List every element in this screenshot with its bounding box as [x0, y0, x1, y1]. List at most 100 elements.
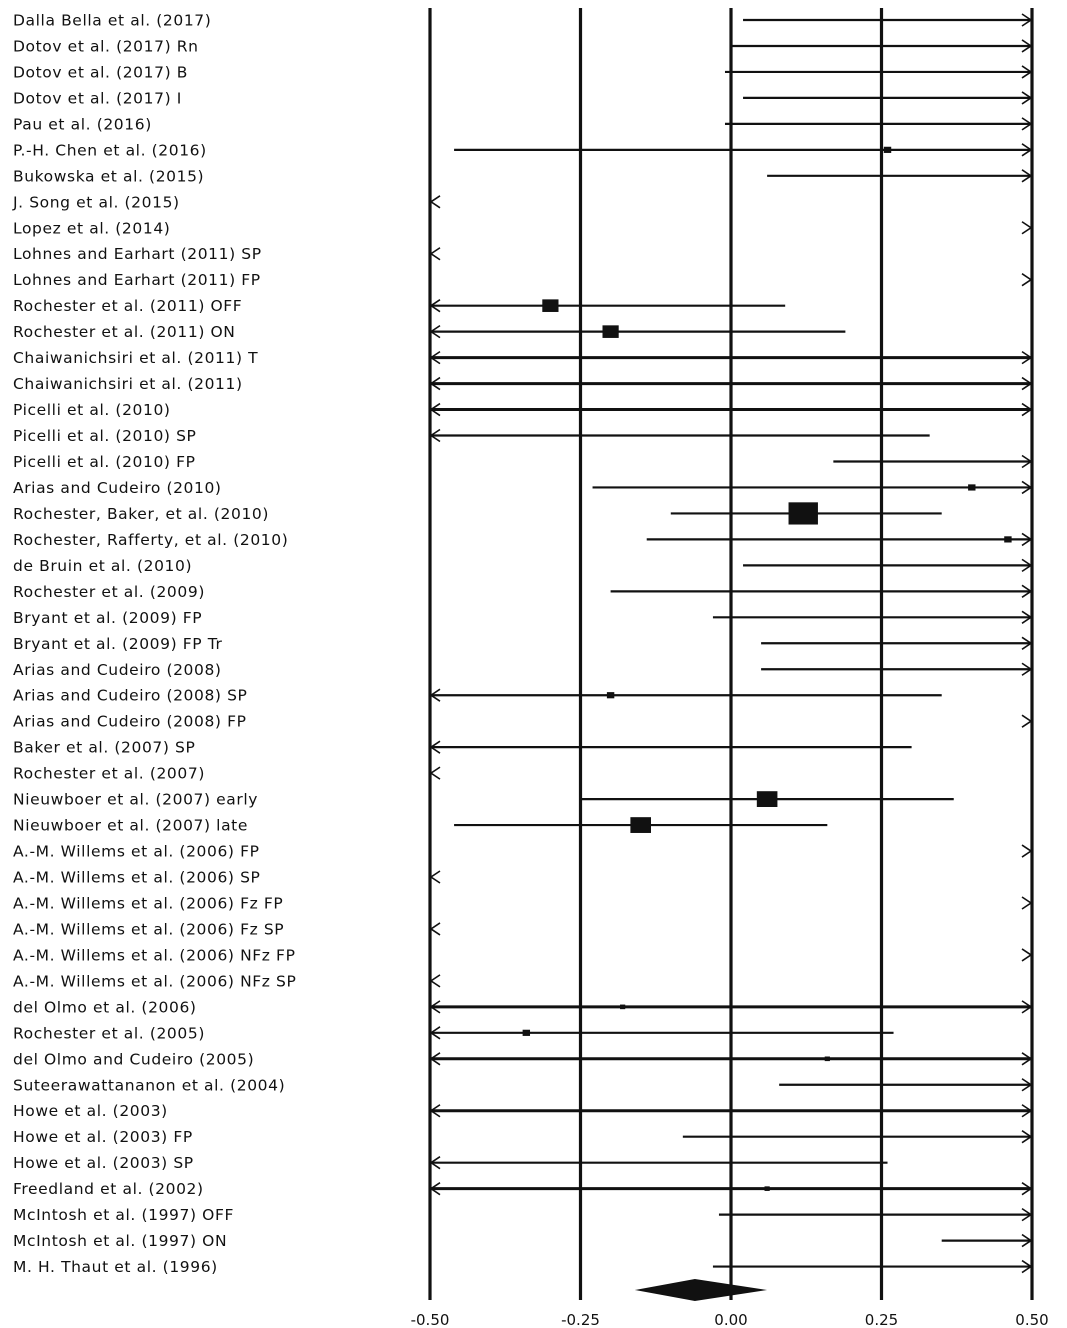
point-estimate-square	[1004, 536, 1012, 543]
study-label: del Olmo et al. (2006)	[13, 998, 197, 1016]
left-clip-arrow	[429, 740, 441, 754]
study-row	[731, 39, 1033, 53]
study-label: Freedland et al. (2002)	[13, 1180, 204, 1198]
right-clip-arrow	[1021, 896, 1033, 910]
study-label: Bryant et al. (2009) FP	[13, 609, 202, 627]
study-label: Picelli et al. (2010)	[13, 401, 171, 419]
study-row	[429, 324, 846, 339]
left-clip-arrow	[429, 402, 441, 417]
study-row	[429, 740, 912, 754]
point-estimate-square	[602, 325, 619, 338]
study-label: Rochester et al. (2011) ON	[13, 323, 236, 341]
left-clip-arrow	[429, 195, 441, 209]
study-label: Dotov et al. (2017) I	[13, 89, 182, 107]
study-label: McIntosh et al. (1997) OFF	[13, 1206, 234, 1224]
study-row	[1021, 714, 1033, 728]
study-row	[682, 1130, 1033, 1144]
study-label: Baker et al. (2007) SP	[13, 739, 195, 757]
right-clip-arrow	[1021, 584, 1033, 599]
right-clip-arrow	[1021, 13, 1033, 27]
right-clip-arrow	[1021, 376, 1033, 391]
study-label: Howe et al. (2003) SP	[13, 1154, 194, 1172]
study-label: Suteerawattananon et al. (2004)	[13, 1076, 285, 1094]
left-clip-arrow	[429, 974, 441, 988]
point-estimate-square	[968, 484, 976, 491]
right-clip-arrow	[1021, 558, 1033, 573]
study-row	[743, 13, 1033, 27]
study-row	[429, 299, 786, 313]
right-clip-arrow	[1021, 1259, 1033, 1274]
study-row	[580, 791, 954, 807]
study-rows	[429, 13, 1033, 1274]
left-clip-arrow	[429, 688, 441, 702]
study-label: Lohnes and Earhart (2011) SP	[13, 245, 262, 263]
right-clip-arrow	[1021, 948, 1033, 962]
study-label: Lohnes and Earhart (2011) FP	[13, 271, 261, 289]
study-row	[429, 195, 441, 209]
point-estimate-square	[883, 146, 892, 153]
study-label: A.-M. Willems et al. (2006) NFz FP	[13, 946, 296, 964]
right-clip-arrow	[1021, 532, 1033, 547]
right-clip-arrow	[1021, 1000, 1033, 1014]
x-tick-label: 0.50	[1015, 1311, 1048, 1328]
left-clip-arrow	[429, 922, 441, 936]
study-label: J. Song et al. (2015)	[12, 193, 180, 211]
study-label: Rochester et al. (2005)	[13, 1024, 205, 1042]
study-row	[429, 428, 930, 443]
study-labels: Dalla Bella et al. (2017) Dotov et al. (2…	[12, 12, 296, 1277]
right-clip-arrow	[1021, 91, 1033, 105]
study-label: Howe et al. (2003)	[13, 1102, 168, 1120]
study-row	[779, 1078, 1033, 1092]
right-clip-arrow	[1021, 610, 1033, 624]
study-label: Arias and Cudeiro (2008) SP	[13, 687, 248, 705]
right-clip-arrow	[1021, 1052, 1033, 1066]
study-label: del Olmo and Cudeiro (2005)	[13, 1050, 254, 1068]
right-clip-arrow	[1021, 1181, 1033, 1196]
left-clip-arrow	[429, 1104, 441, 1118]
x-tick-label: 0.25	[865, 1311, 898, 1328]
study-row	[429, 350, 1033, 365]
study-label: Rochester et al. (2011) OFF	[13, 297, 242, 315]
study-row	[718, 1207, 1033, 1222]
study-row	[592, 480, 1033, 495]
study-label: Dotov et al. (2017) Rn	[13, 37, 199, 55]
study-row	[429, 1000, 1033, 1014]
point-estimate-square	[824, 1056, 830, 1062]
study-row	[429, 402, 1033, 417]
study-row	[429, 1104, 1033, 1118]
study-label: Nieuwboer et al. (2007) late	[13, 817, 248, 835]
study-row	[429, 1026, 894, 1040]
right-clip-arrow	[1021, 402, 1033, 417]
study-row	[610, 584, 1033, 599]
study-row	[1021, 948, 1033, 962]
study-row	[429, 1052, 1033, 1066]
study-label: Pau et al. (2016)	[13, 115, 152, 133]
right-clip-arrow	[1021, 714, 1033, 728]
study-label: Bukowska et al. (2015)	[13, 167, 204, 185]
summary-diamond-group	[634, 1279, 768, 1301]
point-estimate-square	[764, 1186, 770, 1191]
left-clip-arrow	[429, 299, 441, 313]
study-label: Bryant et al. (2009) FP Tr	[13, 635, 223, 653]
study-label: Picelli et al. (2010) SP	[13, 427, 196, 445]
study-label: Dalla Bella et al. (2017)	[13, 12, 211, 30]
left-clip-arrow	[429, 1000, 441, 1014]
point-estimate-square	[756, 791, 778, 807]
right-clip-arrow	[1021, 350, 1033, 365]
study-row	[429, 688, 942, 702]
right-clip-arrow	[1021, 1078, 1033, 1092]
study-label: McIntosh et al. (1997) ON	[13, 1232, 227, 1250]
left-clip-arrow	[429, 247, 441, 261]
right-clip-arrow	[1021, 273, 1033, 287]
study-label: Rochester et al. (2007)	[13, 765, 205, 783]
left-clip-arrow	[429, 376, 441, 391]
vertical-gridlines	[428, 8, 1034, 1300]
study-row	[1021, 273, 1033, 287]
point-estimate-square	[788, 502, 818, 525]
study-row	[941, 1233, 1033, 1248]
study-row	[712, 1259, 1033, 1274]
study-label: A.-M. Willems et al. (2006) Fz SP	[13, 920, 284, 938]
study-row	[1021, 896, 1033, 910]
point-estimate-square	[522, 1029, 531, 1036]
study-row	[429, 376, 1033, 391]
